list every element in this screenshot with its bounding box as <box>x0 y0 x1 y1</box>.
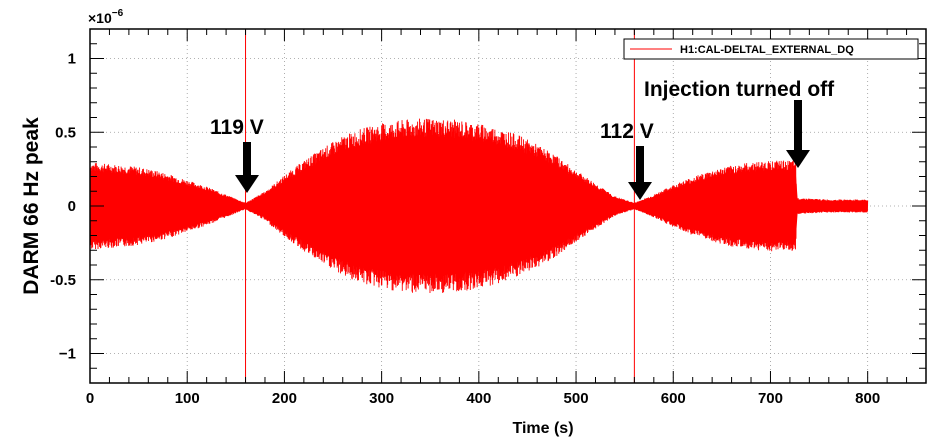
legend-label: H1:CAL-DELTAL_EXTERNAL_DQ <box>680 44 854 56</box>
annotation-arrow-shaft <box>636 146 644 184</box>
x-tick-label: 800 <box>855 390 880 407</box>
y-exponent-label: ×10−6 <box>88 8 124 26</box>
x-axis-label: Time (s) <box>512 420 573 437</box>
series-layer <box>89 118 869 294</box>
annotation-label: 112 V <box>600 120 654 143</box>
x-tick-label: 100 <box>175 390 200 407</box>
series-band <box>90 140 868 272</box>
annotation-arrow-head <box>628 182 652 200</box>
annotation-arrow-shaft <box>243 142 251 177</box>
annotations: 119 V 112 V Injection turned off <box>210 78 835 200</box>
y-tick-label: 0 <box>68 198 76 215</box>
x-tick-label: 300 <box>369 390 394 407</box>
legend: H1:CAL-DELTAL_EXTERNAL_DQ <box>623 38 919 60</box>
annotation-label: 119 V <box>210 116 264 139</box>
x-tick-label: 400 <box>466 390 491 407</box>
axis-ticks <box>89 28 927 384</box>
x-tick-label: 0 <box>86 390 94 407</box>
y-axis-label: DARM 66 Hz peak <box>20 117 43 295</box>
x-tick-labels: 0 100 200 300 400 500 600 700 800 <box>86 390 880 407</box>
y-tick-label: 1 <box>68 51 76 68</box>
y-tick-labels: 1 0.5 0 -0.5 −1 <box>50 51 76 363</box>
x-tick-label: 700 <box>758 390 783 407</box>
annotation-arrow-head <box>786 150 810 168</box>
x-tick-label: 200 <box>272 390 297 407</box>
annotation-label: Injection turned off <box>644 78 835 101</box>
x-tick-label: 500 <box>564 390 589 407</box>
x-tick-label: 600 <box>661 390 686 407</box>
annotation-arrow-head <box>235 175 259 193</box>
annotation-arrow-shaft <box>794 100 802 152</box>
y-tick-label: -0.5 <box>50 272 76 289</box>
y-tick-label: 0.5 <box>55 124 76 141</box>
legend-box <box>623 38 919 60</box>
y-tick-label: −1 <box>59 346 76 363</box>
